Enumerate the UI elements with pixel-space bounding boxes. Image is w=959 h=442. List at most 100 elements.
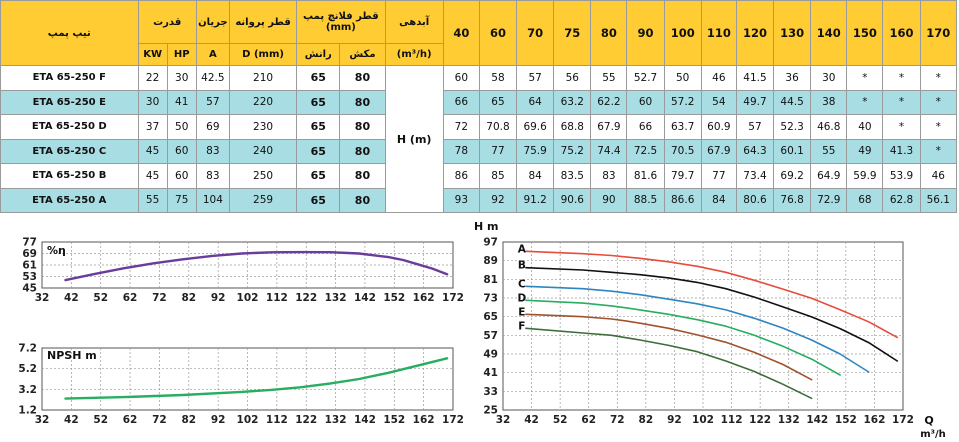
x-tick-label: 112 <box>266 414 288 426</box>
x-tick-label: 162 <box>413 292 435 304</box>
series-line-1 <box>64 357 449 400</box>
head-value-cell: 44.5 <box>773 89 812 115</box>
x-tick-label: 162 <box>413 414 435 426</box>
header-flow-unit: (m³/h) <box>384 43 444 66</box>
x-tick-label: 122 <box>295 292 317 304</box>
x-tick-label: 52 <box>93 292 108 304</box>
y-tick-label: 41 <box>483 367 498 379</box>
head-value-cell: 66 <box>442 89 480 115</box>
plot-area <box>41 241 454 289</box>
head-value-cell: 57 <box>735 114 775 140</box>
head-value-cell: 81.6 <box>626 163 665 189</box>
flow-header-cell: 40 <box>442 0 480 66</box>
x-tick-label: 132 <box>325 292 347 304</box>
head-value-cell: 63.2 <box>553 89 592 115</box>
x-tick-label: 172 <box>442 414 464 426</box>
head-value-cell: 86.6 <box>663 187 702 213</box>
head-value-cell: 85 <box>478 163 518 189</box>
y-tick-label: 57 <box>483 330 498 342</box>
cell-amp: 83 <box>195 163 230 189</box>
x-tick-label: 82 <box>639 414 654 426</box>
head-value-cell: 79.7 <box>663 163 702 189</box>
head-value-cell: 90.6 <box>553 187 592 213</box>
table-row: ETA 65-250 B 45 60 83 250 65 80 86 85 84 83.5 83 81.… <box>0 163 958 189</box>
head-value-cell: 86 <box>442 163 480 189</box>
x-tick-label: 72 <box>610 414 625 426</box>
head-value-cell: 72.5 <box>626 138 665 164</box>
series-label: C <box>518 278 526 290</box>
head-value-cell: 57 <box>516 65 555 91</box>
cell-model: ETA 65-250 E <box>0 89 139 115</box>
head-value-cell: 93 <box>442 187 480 213</box>
x-tick-label: 72 <box>152 414 167 426</box>
y-tick-label: 5.2 <box>18 363 37 375</box>
head-value-cell: 46 <box>919 163 958 189</box>
series-line-E <box>525 313 813 381</box>
head-value-cell: * <box>919 65 958 91</box>
head-value-cell: 77 <box>700 163 737 189</box>
flow-header-cell: 140 <box>810 0 848 66</box>
x-tick-label: 92 <box>211 292 226 304</box>
cell-hp: 60 <box>166 138 197 164</box>
head-value-cell: 56.1 <box>919 187 958 213</box>
head-value-cell: 40 <box>846 114 884 140</box>
cell-d: 230 <box>228 114 298 140</box>
y-tick-label: 97 <box>483 237 498 249</box>
cell-kw: 37 <box>137 114 168 140</box>
y-tick-label: 61 <box>22 260 37 272</box>
cell-kw: 45 <box>137 138 168 164</box>
cell-amp: 83 <box>195 138 230 164</box>
head-value-cell: 67.9 <box>700 138 737 164</box>
series-label: A <box>518 243 527 255</box>
y-tick-label: 45 <box>22 283 37 295</box>
head-value-cell: 53.9 <box>882 163 921 189</box>
table-row: ETA 65-250 C 45 60 83 240 65 80 78 77 75.9 75.2 74.… <box>0 138 958 164</box>
head-value-cell: 77 <box>478 138 518 164</box>
head-value-cell: 36 <box>773 65 812 91</box>
head-value-cell: 80.6 <box>735 187 775 213</box>
cell-amp: 42.5 <box>195 65 230 91</box>
head-value-cell: 69.6 <box>516 114 555 140</box>
flow-header-cell: 130 <box>773 0 812 66</box>
series-line-0 <box>64 250 449 282</box>
cell-model: ETA 65-250 A <box>0 187 139 213</box>
x-tick-label: 82 <box>181 414 196 426</box>
header-hp: HP <box>166 43 197 66</box>
header-current: جریان <box>195 0 230 44</box>
x-tick-label: 52 <box>553 414 568 426</box>
head-value-cell: 73.4 <box>735 163 775 189</box>
x-tick-label: 152 <box>383 292 405 304</box>
head-value-cell: 76.8 <box>773 187 812 213</box>
x-tick-label: 152 <box>383 414 405 426</box>
x-tick-label: 122 <box>295 414 317 426</box>
x-tick-label: 32 <box>35 292 50 304</box>
head-value-cell: 46.8 <box>810 114 848 140</box>
x-tick-label: 62 <box>581 414 596 426</box>
flow-header-cell: 60 <box>478 0 518 66</box>
cell-kw: 30 <box>137 89 168 115</box>
cell-d: 220 <box>228 89 298 115</box>
header-flow: آبدهی <box>384 0 444 44</box>
header-flange-label: قطر فلانچ پمپ <box>303 11 379 22</box>
x-tick-label: 102 <box>237 292 259 304</box>
cell-discharge: 65 <box>296 65 341 91</box>
y-tick-label: 33 <box>483 386 498 398</box>
y-tick-label: 73 <box>483 293 498 305</box>
series-label: E <box>518 306 525 318</box>
head-value-cell: 62.8 <box>882 187 921 213</box>
cell-discharge: 65 <box>296 163 341 189</box>
head-value-cell: 74.4 <box>590 138 628 164</box>
y-tick-label: 53 <box>22 271 37 283</box>
cell-suction: 80 <box>339 65 386 91</box>
head-value-cell: 72 <box>442 114 480 140</box>
head-value-cell: 64.3 <box>735 138 775 164</box>
flow-header-cell: 120 <box>735 0 775 66</box>
x-tick-label: 42 <box>524 414 539 426</box>
head-value-cell: 70.8 <box>478 114 518 140</box>
series-line-A <box>525 250 899 339</box>
head-value-cell: 54 <box>700 89 737 115</box>
head-value-cell: 65 <box>478 89 518 115</box>
header-discharge: رانش <box>296 43 341 66</box>
flow-header-cell: 150 <box>846 0 884 66</box>
cell-kw: 45 <box>137 163 168 189</box>
